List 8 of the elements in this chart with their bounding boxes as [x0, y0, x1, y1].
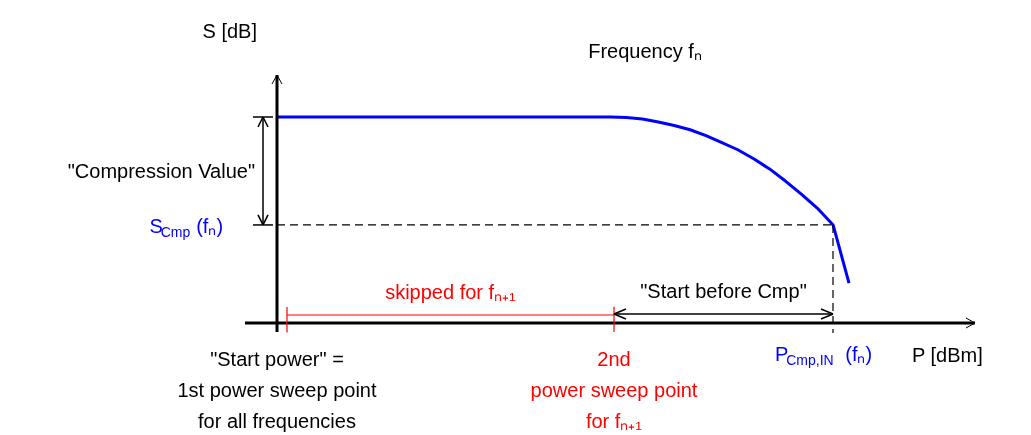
text: 2nd power sweep point for fₙ₊₁: [530, 348, 698, 432]
x-axis-title: P [dBm]: [912, 344, 983, 366]
text: "Start power" = 1st power sweep point for all frequencies: [177, 348, 377, 432]
chart-title: Frequency fₙ: [588, 40, 702, 62]
annotation: "Start before Cmp": [640, 280, 807, 302]
text: "Compression Value": [67, 159, 255, 182]
annotation: skipped for fₙ₊₁: [385, 281, 517, 303]
y-axis-title: S [dB]: [202, 20, 257, 42]
